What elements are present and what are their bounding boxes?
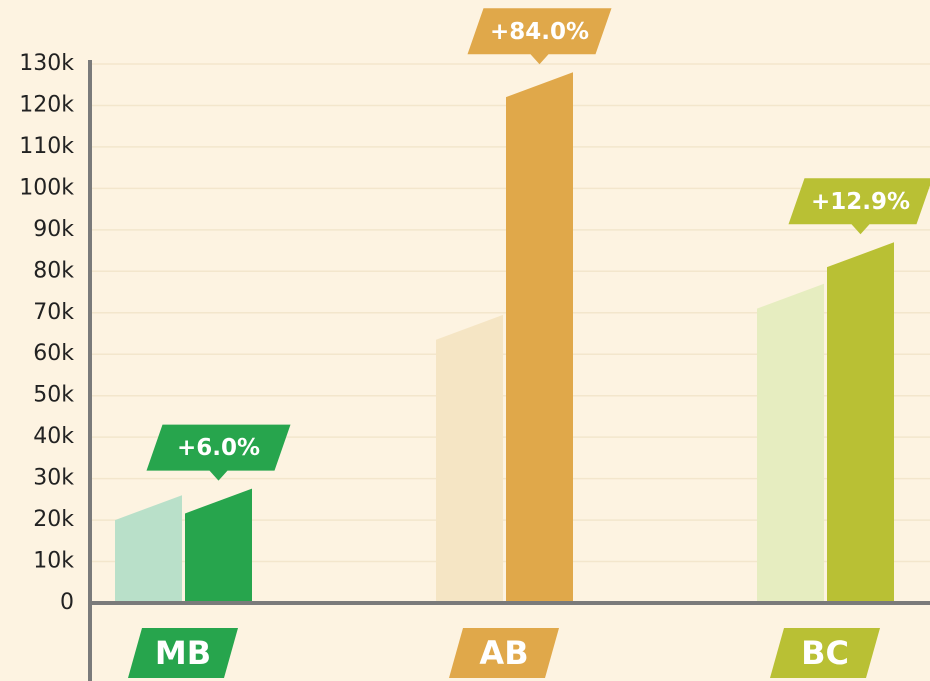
x-tick-label: AB	[479, 634, 528, 672]
x-tick-label: BC	[801, 634, 849, 672]
y-tick-label: 30k	[33, 466, 74, 491]
category-box	[449, 628, 559, 678]
y-tick-label: 0	[60, 590, 74, 615]
y-tick-label: 60k	[33, 341, 74, 366]
bar	[827, 242, 894, 602]
y-tick-label: 80k	[33, 258, 74, 283]
change-label: +12.9%	[811, 189, 910, 215]
bar	[185, 488, 252, 601]
change-label: +6.0%	[177, 435, 260, 461]
y-tick-label: 100k	[19, 175, 74, 200]
y-tick-label: 40k	[33, 424, 74, 449]
change-label-box	[788, 178, 930, 235]
x-tick-label: MB	[155, 634, 211, 672]
category-box	[128, 628, 238, 678]
change-label-box	[146, 424, 291, 481]
y-tick-label: 110k	[19, 134, 74, 159]
bar	[506, 72, 573, 602]
y-tick-label: 10k	[33, 549, 74, 574]
y-tick-label: 20k	[33, 507, 74, 532]
change-label-box	[467, 8, 612, 65]
y-tick-label: 120k	[19, 92, 74, 117]
bar	[757, 283, 824, 601]
y-tick-label: 50k	[33, 383, 74, 408]
bar	[436, 314, 503, 601]
y-tick-label: 130k	[19, 51, 74, 76]
y-tick-label: 70k	[33, 300, 74, 325]
change-label: +84.0%	[490, 19, 589, 45]
category-box	[770, 628, 880, 678]
y-tick-label: 90k	[33, 217, 74, 242]
bar	[115, 495, 182, 601]
